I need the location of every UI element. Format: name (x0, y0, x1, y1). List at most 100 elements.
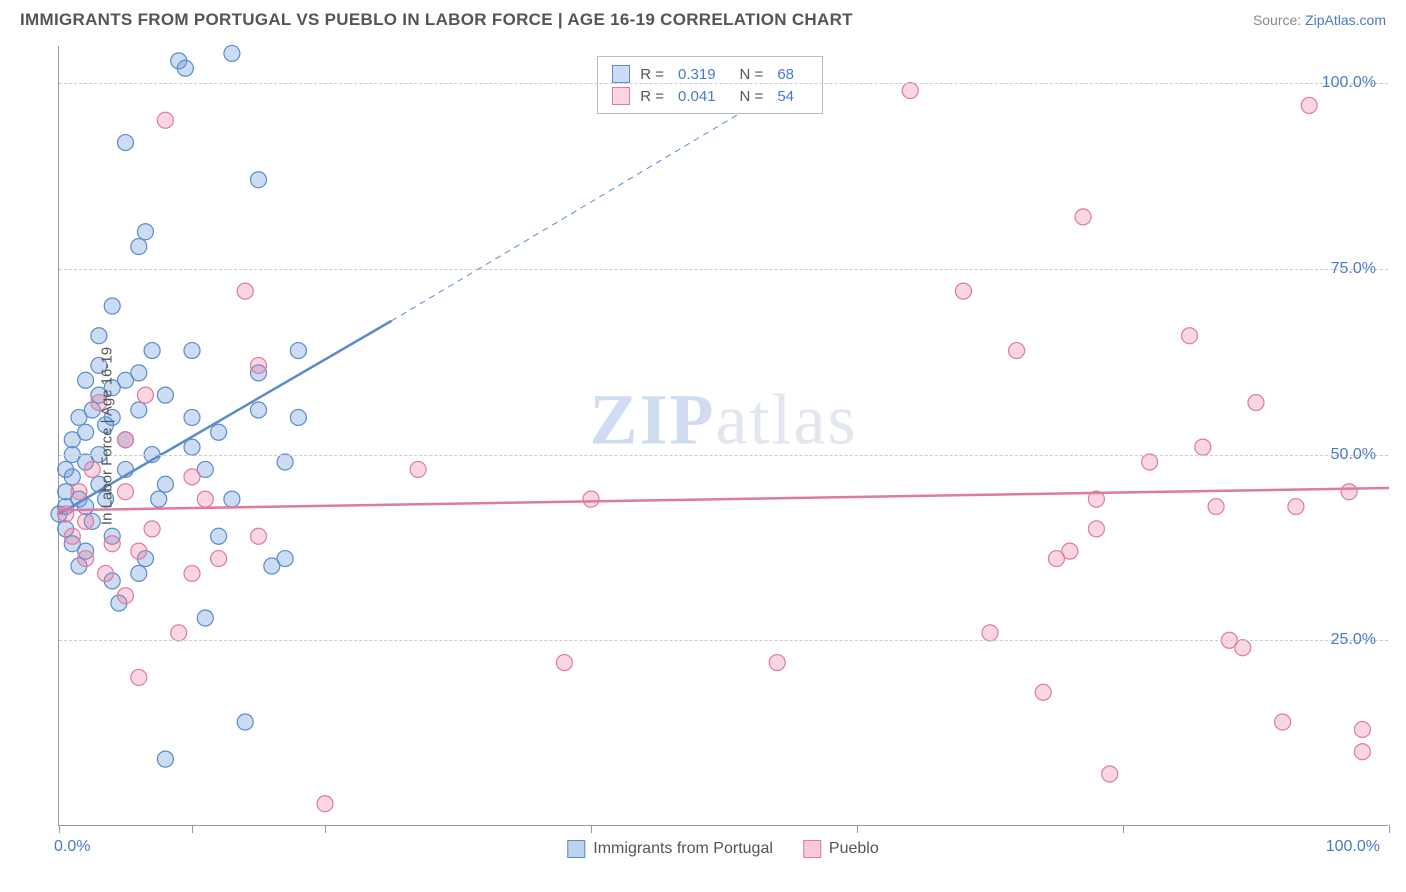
scatter-point-pueblo (137, 387, 153, 403)
scatter-point-pueblo (184, 565, 200, 581)
legend-n-value: 54 (777, 88, 794, 105)
x-tick (591, 825, 592, 833)
scatter-point-pueblo (144, 521, 160, 537)
chart-container: ZIPatlas R =0.319N =68R =0.041N =54 25.0… (58, 46, 1388, 826)
scatter-point-pueblo (1182, 328, 1198, 344)
scatter-point-pueblo (251, 357, 267, 373)
scatter-point-portugal (131, 402, 147, 418)
scatter-point-portugal (104, 298, 120, 314)
scatter-point-pueblo (1102, 766, 1118, 782)
y-tick-label: 75.0% (1331, 260, 1376, 278)
stats-legend-row: R =0.319N =68 (612, 63, 808, 85)
gridline-h (59, 83, 1388, 84)
gridline-h (59, 269, 1388, 270)
scatter-point-pueblo (1341, 484, 1357, 500)
y-axis-label: In Labor Force | Age 16-19 (99, 347, 116, 525)
scatter-point-portugal (131, 365, 147, 381)
series-legend-label: Pueblo (829, 840, 879, 858)
scatter-point-portugal (144, 343, 160, 359)
x-label-right: 100.0% (1326, 838, 1380, 856)
scatter-point-portugal (78, 424, 94, 440)
x-label-left: 0.0% (54, 838, 90, 856)
x-tick (857, 825, 858, 833)
stats-legend: R =0.319N =68R =0.041N =54 (597, 56, 823, 114)
chart-svg (59, 46, 1388, 825)
x-tick (1389, 825, 1390, 833)
scatter-point-portugal (197, 610, 213, 626)
scatter-point-portugal (177, 60, 193, 76)
scatter-point-pueblo (1275, 714, 1291, 730)
x-tick (325, 825, 326, 833)
scatter-point-pueblo (1288, 499, 1304, 515)
scatter-point-pueblo (237, 283, 253, 299)
legend-swatch (612, 87, 630, 105)
stats-legend-row: R =0.041N =54 (612, 85, 808, 107)
scatter-point-pueblo (71, 484, 87, 500)
source-link[interactable]: ZipAtlas.com (1305, 12, 1386, 28)
scatter-point-portugal (157, 476, 173, 492)
scatter-point-pueblo (1235, 640, 1251, 656)
scatter-point-pueblo (1009, 343, 1025, 359)
scatter-point-portugal (184, 343, 200, 359)
scatter-point-pueblo (1075, 209, 1091, 225)
scatter-point-pueblo (955, 283, 971, 299)
scatter-point-pueblo (58, 506, 74, 522)
legend-n-value: 68 (777, 66, 794, 83)
gridline-h (59, 640, 1388, 641)
scatter-point-portugal (211, 424, 227, 440)
scatter-point-pueblo (1354, 721, 1370, 737)
legend-r-label: R = (640, 66, 664, 83)
scatter-point-portugal (184, 409, 200, 425)
scatter-point-portugal (224, 491, 240, 507)
legend-swatch (567, 840, 585, 858)
scatter-point-pueblo (118, 432, 134, 448)
series-legend: Immigrants from Portugal Pueblo (567, 840, 878, 858)
scatter-point-pueblo (1354, 744, 1370, 760)
scatter-point-portugal (64, 469, 80, 485)
scatter-point-pueblo (317, 796, 333, 812)
scatter-point-pueblo (197, 491, 213, 507)
series-legend-item: Immigrants from Portugal (567, 840, 773, 858)
scatter-point-pueblo (1248, 395, 1264, 411)
series-legend-item: Pueblo (803, 840, 879, 858)
gridline-h (59, 455, 1388, 456)
y-tick-label: 100.0% (1322, 74, 1376, 92)
scatter-point-portugal (184, 439, 200, 455)
scatter-point-portugal (118, 135, 134, 151)
scatter-point-pueblo (583, 491, 599, 507)
scatter-point-pueblo (410, 461, 426, 477)
scatter-point-portugal (157, 751, 173, 767)
legend-n-label: N = (740, 88, 764, 105)
y-tick-label: 50.0% (1331, 446, 1376, 464)
legend-swatch (612, 65, 630, 83)
scatter-point-pueblo (211, 551, 227, 567)
scatter-point-portugal (211, 528, 227, 544)
chart-title: IMMIGRANTS FROM PORTUGAL VS PUEBLO IN LA… (20, 10, 853, 30)
scatter-point-pueblo (902, 83, 918, 99)
x-tick (192, 825, 193, 833)
scatter-point-portugal (131, 239, 147, 255)
legend-r-value: 0.319 (678, 66, 716, 83)
scatter-point-pueblo (64, 528, 80, 544)
x-tick (1123, 825, 1124, 833)
scatter-point-portugal (237, 714, 253, 730)
trend-line-pueblo (59, 488, 1389, 510)
scatter-point-portugal (157, 387, 173, 403)
chart-header: IMMIGRANTS FROM PORTUGAL VS PUEBLO IN LA… (0, 0, 1406, 38)
scatter-point-pueblo (1301, 97, 1317, 113)
scatter-point-pueblo (118, 484, 134, 500)
scatter-point-pueblo (769, 655, 785, 671)
scatter-point-portugal (78, 372, 94, 388)
scatter-point-portugal (277, 454, 293, 470)
scatter-point-pueblo (1142, 454, 1158, 470)
scatter-point-pueblo (104, 536, 120, 552)
scatter-point-pueblo (1062, 543, 1078, 559)
source-credit: Source: ZipAtlas.com (1253, 12, 1386, 28)
legend-r-label: R = (640, 88, 664, 105)
scatter-point-portugal (91, 328, 107, 344)
scatter-point-portugal (251, 172, 267, 188)
scatter-point-portugal (251, 402, 267, 418)
scatter-point-pueblo (1208, 499, 1224, 515)
x-tick (59, 825, 60, 833)
y-tick-label: 25.0% (1331, 631, 1376, 649)
